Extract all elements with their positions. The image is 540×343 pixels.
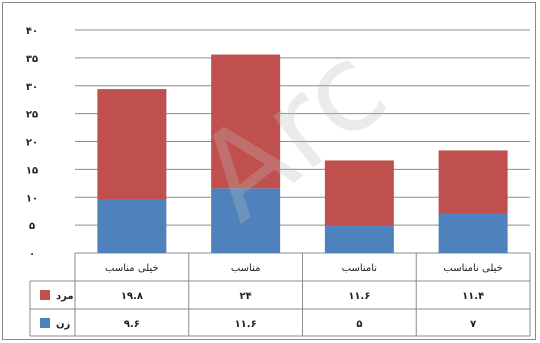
category-label: خیلی نامناسب	[443, 263, 502, 274]
data-table-value: ۱۱.۶	[348, 291, 370, 302]
category-label: خیلی مناسب	[105, 263, 159, 274]
y-tick-label: ۳۰	[26, 82, 38, 93]
category-label: نامناسب	[342, 263, 377, 274]
bar-segment	[97, 89, 167, 200]
y-tick-label: ۲۰	[26, 138, 38, 149]
bar-segment	[211, 54, 281, 189]
data-table-value: ۲۴	[240, 291, 252, 302]
category-label: مناسب	[231, 263, 261, 274]
legend-swatch	[40, 318, 50, 328]
legend-swatch	[40, 290, 50, 300]
bar-segment	[211, 188, 281, 253]
y-tick-label: ۵	[29, 221, 35, 232]
legend-label: مرد	[56, 291, 74, 302]
data-table-value: ۷	[470, 319, 476, 330]
bar-segment	[324, 225, 394, 253]
data-table-value: ۱۱.۶	[235, 319, 257, 330]
data-table-value: ۱۹.۸	[121, 291, 143, 302]
bar-segment	[324, 160, 394, 226]
y-tick-label: ۲۵	[26, 110, 38, 121]
y-tick-label: ۱۰	[26, 193, 38, 204]
bar-segment	[438, 150, 508, 214]
data-table-value: ۹.۶	[124, 319, 140, 330]
y-tick-label: ۴۰	[26, 26, 38, 37]
y-tick-label: ۱۵	[26, 165, 38, 176]
y-tick-label: ۳۵	[26, 54, 38, 65]
legend-label: زن	[56, 319, 71, 330]
data-table-value: ۱۱.۴	[462, 291, 484, 302]
data-table-value: ۵	[356, 319, 362, 330]
y-tick-label: ۰	[29, 249, 35, 260]
bar-segment	[438, 213, 508, 253]
bar-segment	[97, 199, 167, 253]
